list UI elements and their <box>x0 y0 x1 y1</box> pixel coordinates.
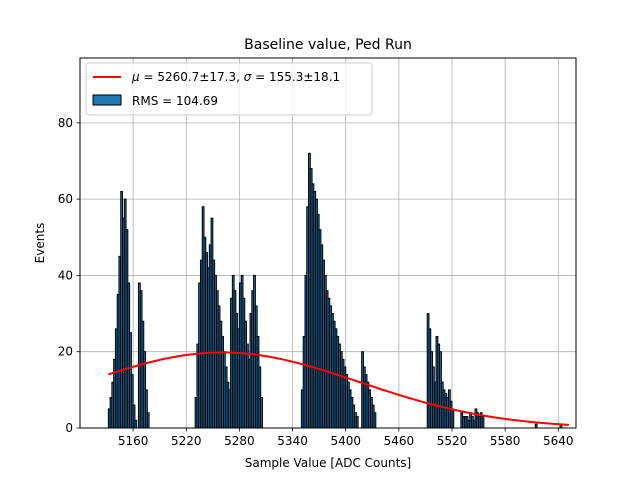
histogram-bar <box>355 416 359 429</box>
y-tick-label: 0 <box>65 421 73 435</box>
x-tick-label: 5460 <box>384 434 415 448</box>
histogram-bar <box>260 396 263 429</box>
x-tick-label: 5400 <box>330 434 361 448</box>
axis-ticks: 5160 5220 5280 5340 5400 5460 5520 5580 5640 0 20 4… <box>58 116 574 448</box>
legend-histogram-label: RMS = 104.69 <box>132 94 218 108</box>
y-tick-label: 40 <box>58 268 73 282</box>
x-tick-label: 5340 <box>277 434 308 448</box>
y-tick-label: 80 <box>58 116 73 130</box>
x-tick-label: 5280 <box>224 434 255 448</box>
gaussian-fit-line <box>108 351 569 426</box>
histogram-bar <box>134 419 138 429</box>
histogram-bar <box>451 408 455 429</box>
x-tick-label: 5520 <box>437 434 468 448</box>
plot-frame <box>79 57 577 429</box>
chart-title: Baseline value, Ped Run <box>244 37 412 53</box>
x-tick-label: 5220 <box>171 434 202 448</box>
x-tick-label: 5160 <box>118 434 149 448</box>
y-axis-label: Events <box>33 223 47 264</box>
histogram-bar <box>534 423 538 429</box>
histogram-bar <box>373 412 377 429</box>
y-tick-label: 60 <box>58 192 73 206</box>
legend: μ = 5260.7±17.3, σ = 155.3±18.1 RMS = 10… <box>85 62 373 116</box>
legend-frame <box>85 62 373 116</box>
histogram-bar <box>146 412 150 429</box>
y-tick-label: 20 <box>58 345 73 359</box>
x-tick-label: 5640 <box>543 434 574 448</box>
legend-fit-label: μ = 5260.7±17.3, σ = 155.3±18.1 <box>131 70 340 84</box>
legend-histogram-swatch <box>92 94 122 106</box>
x-axis-label: Sample Value [ADC Counts] <box>245 456 411 470</box>
x-tick-label: 5580 <box>490 434 521 448</box>
histogram-bar <box>481 416 485 429</box>
